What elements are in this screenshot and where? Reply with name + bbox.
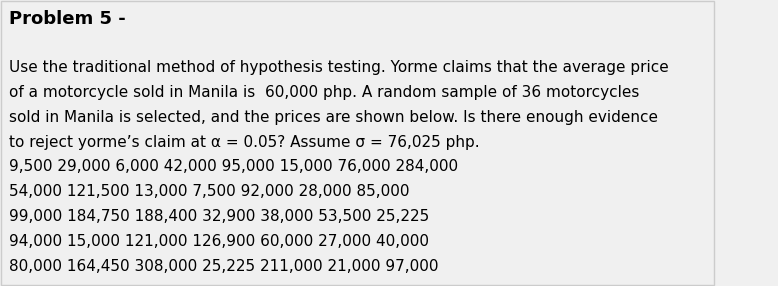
Text: to reject yorme’s claim at α = 0.05? Assume σ = 76,025 php.: to reject yorme’s claim at α = 0.05? Ass…: [9, 134, 479, 150]
Text: 94,000 15,000 121,000 126,900 60,000 27,000 40,000: 94,000 15,000 121,000 126,900 60,000 27,…: [9, 234, 429, 249]
FancyBboxPatch shape: [2, 1, 713, 285]
Text: 99,000 184,750 188,400 32,900 38,000 53,500 25,225: 99,000 184,750 188,400 32,900 38,000 53,…: [9, 209, 429, 224]
Text: 80,000 164,450 308,000 25,225 211,000 21,000 97,000: 80,000 164,450 308,000 25,225 211,000 21…: [9, 259, 438, 274]
Text: 54,000 121,500 13,000 7,500 92,000 28,000 85,000: 54,000 121,500 13,000 7,500 92,000 28,00…: [9, 184, 409, 199]
Text: Use the traditional method of hypothesis testing. Yorme claims that the average : Use the traditional method of hypothesis…: [9, 60, 668, 75]
Text: Problem 5 -: Problem 5 -: [9, 10, 125, 28]
Text: sold in Manila is selected, and the prices are shown below. Is there enough evid: sold in Manila is selected, and the pric…: [9, 110, 657, 125]
Text: of a motorcycle sold in Manila is  60,000 php. A random sample of 36 motorcycles: of a motorcycle sold in Manila is 60,000…: [9, 85, 639, 100]
Text: 9,500 29,000 6,000 42,000 95,000 15,000 76,000 284,000: 9,500 29,000 6,000 42,000 95,000 15,000 …: [9, 159, 457, 174]
